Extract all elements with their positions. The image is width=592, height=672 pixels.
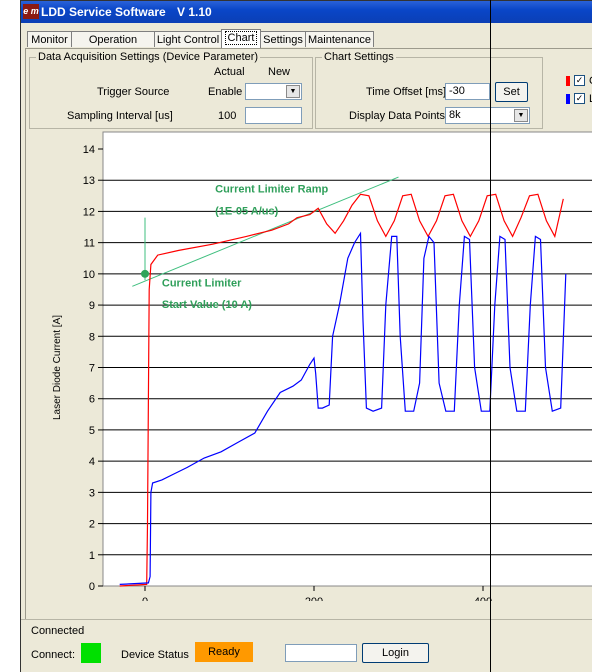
tab-light-control[interactable]: Light Control xyxy=(154,31,222,47)
app-window: e m LDD Service Software V 1.10 Monitor … xyxy=(20,0,592,672)
screen-divider xyxy=(490,0,491,672)
display-data-points-value: 8k xyxy=(449,109,461,121)
chart-settings-legend: Chart Settings xyxy=(324,51,394,63)
time-offset-label: Time Offset [ms] xyxy=(366,86,447,98)
sampling-interval-input[interactable] xyxy=(245,107,302,124)
time-offset-value: -30 xyxy=(449,85,465,97)
display-data-points-select[interactable]: 8k ▼ xyxy=(445,107,530,124)
y-tick-label: 4 xyxy=(89,456,95,468)
start-value-annotation-sub: Start Value (10 A) xyxy=(162,299,252,311)
y-tick-label: 12 xyxy=(83,206,95,218)
tab-label: Maintenance xyxy=(308,34,371,46)
y-tick-label: 11 xyxy=(84,238,95,250)
display-data-points-label: Display Data Points xyxy=(349,110,445,122)
trigger-source-label: Trigger Source xyxy=(97,86,170,98)
time-offset-input[interactable]: -30 xyxy=(445,83,490,100)
tab-monitor[interactable]: Monitor xyxy=(27,31,72,47)
tab-operation-control[interactable]: Operation Control xyxy=(71,31,155,62)
login-input[interactable] xyxy=(285,644,357,662)
tab-label: Light Control xyxy=(156,34,220,46)
y-tick-label: 13 xyxy=(83,175,95,187)
y-tick-label: 5 xyxy=(89,425,95,437)
tab-maintenance[interactable]: Maintenance xyxy=(305,31,374,47)
y-tick-label: 9 xyxy=(89,300,95,312)
x-tick-label: 200 xyxy=(305,596,323,601)
series-checkbox[interactable]: ✓ xyxy=(574,93,585,104)
start-value-annotation: Current Limiter xyxy=(162,277,242,289)
device-status-label: Device Status xyxy=(121,649,189,661)
connect-indicator xyxy=(81,643,101,663)
chart-settings-group: Chart Settings xyxy=(315,51,543,129)
device-status-badge: Ready xyxy=(195,642,253,662)
y-tick-label: 1 xyxy=(89,550,95,562)
series-label: L xyxy=(589,93,592,105)
y-tick-label: 3 xyxy=(89,487,95,499)
y-tick-label: 0 xyxy=(89,581,95,593)
trigger-source-select[interactable]: ▼ xyxy=(245,83,302,100)
sampling-interval-actual: 100 xyxy=(218,110,237,122)
tab-chart[interactable]: Chart xyxy=(221,29,261,48)
status-bar: Connected Connect: Device Status Ready L… xyxy=(21,619,592,672)
title-bar: e m LDD Service Software V 1.10 xyxy=(21,1,592,23)
new-column-header: New xyxy=(268,66,291,78)
ramp-annotation: Current Limiter Ramp xyxy=(215,184,328,196)
connect-label: Connect: xyxy=(31,649,76,661)
chevron-down-icon[interactable]: ▼ xyxy=(286,85,300,98)
y-tick-label: 14 xyxy=(83,144,95,156)
sampling-interval-label: Sampling Interval [us] xyxy=(67,110,173,122)
series-swatch xyxy=(566,94,570,104)
y-tick-label: 6 xyxy=(89,394,95,406)
tab-settings[interactable]: Settings xyxy=(260,31,306,47)
plot-area xyxy=(102,131,592,587)
series-label: C xyxy=(589,75,592,87)
x-tick-label: 0 xyxy=(142,596,148,601)
series-swatch xyxy=(566,76,570,86)
x-tick-label: 400 xyxy=(474,596,492,601)
app-title: LDD Service Software xyxy=(41,5,166,19)
trigger-source-actual: Enable xyxy=(208,86,243,98)
current-chart: 012345678910111213140200400Laser Diode C… xyxy=(52,131,592,601)
y-tick-label: 2 xyxy=(89,519,95,531)
start-value-marker xyxy=(141,269,149,278)
ramp-annotation-sub: (1E-05 A/us) xyxy=(215,206,279,218)
app-version: V 1.10 xyxy=(177,5,212,19)
set-button[interactable]: Set xyxy=(495,82,528,102)
login-button[interactable]: Login xyxy=(362,643,429,663)
y-axis-label: Laser Diode Current [A] xyxy=(52,315,63,420)
tab-label: Settings xyxy=(263,34,303,46)
tab-label: Monitor xyxy=(31,34,68,46)
y-tick-label: 7 xyxy=(89,363,95,375)
y-tick-label: 8 xyxy=(89,331,95,343)
desktop-margin xyxy=(0,0,20,672)
acquisition-settings-group: Data Acquisition Settings (Device Parame… xyxy=(29,51,313,129)
app-logo-icon: e m xyxy=(23,4,39,19)
y-tick-label: 10 xyxy=(83,269,95,281)
series-checkbox[interactable]: ✓ xyxy=(574,75,585,86)
chart-tab-panel: Data Acquisition Settings (Device Parame… xyxy=(25,48,592,620)
chevron-down-icon[interactable]: ▼ xyxy=(514,109,528,122)
actual-column-header: Actual xyxy=(214,66,245,78)
acquisition-settings-legend: Data Acquisition Settings (Device Parame… xyxy=(38,51,259,63)
current-series-line xyxy=(119,193,564,587)
tab-label: Chart xyxy=(224,31,258,45)
limit-series-line xyxy=(119,231,567,585)
connection-text: Connected xyxy=(31,625,85,637)
